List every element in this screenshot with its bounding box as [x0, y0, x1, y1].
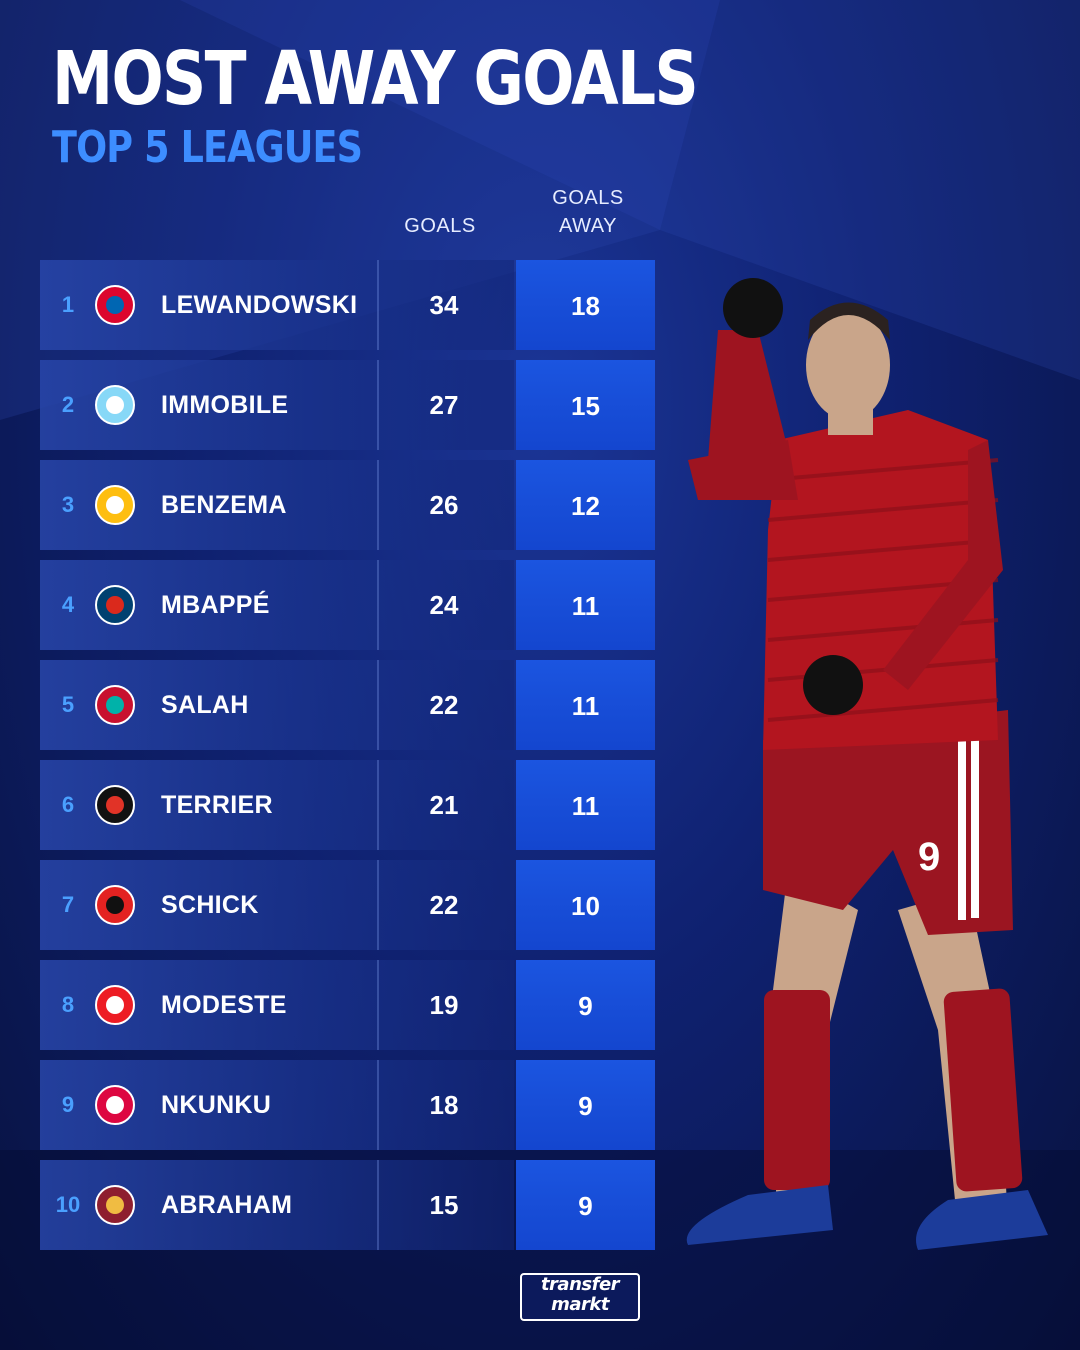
goals-value: 27	[429, 390, 459, 420]
table-row: 9 NKUNKU 18 9	[40, 1060, 655, 1150]
goals-away-value: 10	[571, 891, 600, 921]
goals-value: 15	[429, 1190, 459, 1220]
bayern-munich-crest-icon	[95, 285, 135, 325]
rank-label: 3	[61, 492, 75, 517]
goals-away-value: 9	[578, 991, 593, 1021]
table-row: 10 ABRAHAM 15 9	[40, 1160, 655, 1250]
row-divider	[377, 1160, 379, 1250]
page-subtitle: TOP 5 LEAGUES	[52, 122, 363, 173]
goals-value: 22	[429, 890, 459, 920]
table-row: 6 TERRIER 21 11	[40, 760, 655, 850]
liverpool-crest-icon	[95, 685, 135, 725]
goals-value: 18	[429, 1090, 459, 1120]
goals-value: 24	[429, 590, 459, 620]
table-row: 3 BENZEMA 26 12	[40, 460, 655, 550]
rank-label: 5	[61, 692, 75, 717]
koln-crest-icon	[95, 985, 135, 1025]
away-cell-background	[516, 560, 655, 650]
row-divider	[377, 860, 379, 950]
column-header-goals-away: GOALS AWAY	[552, 187, 624, 237]
rank-label: 7	[61, 892, 75, 917]
rank-label: 10	[55, 1192, 81, 1217]
goals-away-value: 9	[578, 1191, 593, 1221]
goals-value: 19	[429, 990, 459, 1020]
player-photo: 9	[686, 278, 1048, 1250]
row-divider	[377, 560, 379, 650]
player-name: MBAPPÉ	[161, 591, 270, 619]
table-row: 5 SALAH 22 11	[40, 660, 655, 750]
row-divider	[377, 360, 379, 450]
player-name: SCHICK	[161, 891, 259, 919]
column-header-goals: GOALS	[404, 215, 476, 237]
goals-value: 21	[429, 790, 459, 820]
player-name: SALAH	[161, 691, 249, 719]
table-row: 7 SCHICK 22 10	[40, 860, 655, 950]
goals-away-value: 11	[571, 691, 600, 721]
rank-label: 4	[61, 592, 75, 617]
player-name: MODESTE	[161, 991, 287, 1019]
away-cell-background	[516, 260, 655, 350]
psg-crest-icon	[95, 585, 135, 625]
goals-away-value: 11	[571, 791, 600, 821]
away-cell-background	[516, 660, 655, 750]
player-name: LEWANDOWSKI	[161, 291, 358, 319]
rennes-crest-icon	[95, 785, 135, 825]
leverkusen-crest-icon	[95, 885, 135, 925]
rank-label: 1	[61, 292, 75, 317]
player-name: ABRAHAM	[161, 1191, 293, 1219]
leipzig-crest-icon	[95, 1085, 135, 1125]
away-cell-background	[516, 360, 655, 450]
row-divider	[377, 760, 379, 850]
logo-frame	[520, 1273, 640, 1321]
goals-away-value: 12	[571, 491, 600, 521]
away-cell-background	[516, 860, 655, 950]
transfermarkt-logo: transfer markt	[520, 1273, 640, 1323]
lazio-crest-icon	[95, 385, 135, 425]
roma-crest-icon	[95, 1185, 135, 1225]
goals-away-value: 18	[571, 291, 600, 321]
away-cell-background	[516, 460, 655, 550]
goals-away-value: 15	[571, 391, 600, 421]
logo-line-2: markt	[551, 1294, 609, 1315]
table-row: 4 MBAPPÉ 24 11	[40, 560, 655, 650]
away-cell-background	[516, 1160, 655, 1250]
rank-label: 8	[61, 992, 75, 1017]
goals-away-value: 9	[578, 1091, 593, 1121]
table-row: 2 IMMOBILE 27 15	[40, 360, 655, 450]
player-name: IMMOBILE	[161, 391, 289, 419]
rank-label: 9	[61, 1092, 75, 1117]
logo-line-1: transfer	[540, 1274, 620, 1295]
page-title: MOST AWAY GOALS	[52, 36, 699, 122]
row-divider	[377, 460, 379, 550]
svg-text:9: 9	[918, 835, 940, 879]
away-cell-background	[516, 1060, 655, 1150]
table-row: 1 LEWANDOWSKI 34 18	[40, 260, 655, 350]
real-madrid-crest-icon	[95, 485, 135, 525]
goals-away-value: 11	[571, 591, 600, 621]
rank-label: 6	[61, 792, 75, 817]
row-divider	[377, 960, 379, 1050]
row-divider	[377, 660, 379, 750]
goals-value: 34	[429, 290, 459, 320]
goals-value: 22	[429, 690, 459, 720]
row-divider	[377, 260, 379, 350]
player-name: TERRIER	[161, 791, 273, 819]
goals-value: 26	[429, 490, 459, 520]
away-cell-background	[516, 960, 655, 1050]
table-row: 8 MODESTE 19 9	[40, 960, 655, 1050]
player-name: NKUNKU	[161, 1091, 272, 1119]
row-divider	[377, 1060, 379, 1150]
rank-label: 2	[61, 392, 75, 417]
away-cell-background	[516, 760, 655, 850]
player-name: BENZEMA	[161, 491, 287, 519]
